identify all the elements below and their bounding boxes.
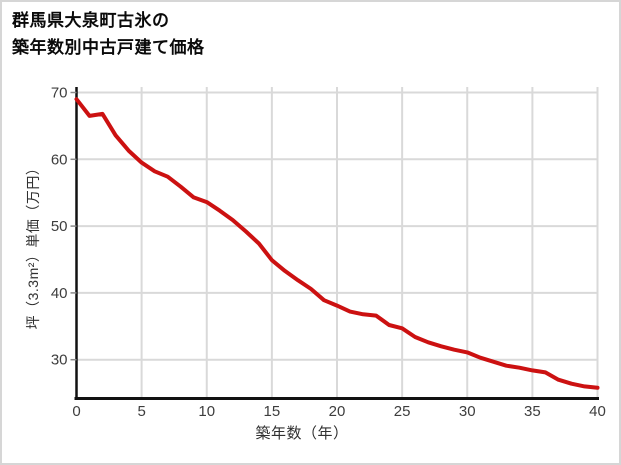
x-tick-label: 20	[329, 403, 346, 420]
x-tick-label: 10	[198, 403, 215, 420]
chart-title: 群馬県大泉町古氷の 築年数別中古戸建て価格	[12, 7, 205, 61]
x-tick-label: 30	[459, 403, 476, 420]
y-tick-label: 50	[51, 218, 68, 235]
price-line-series	[74, 97, 600, 390]
x-tick-label: 35	[524, 403, 541, 420]
chart-title-line2: 築年数別中古戸建て価格	[12, 38, 205, 57]
y-tick-label: 60	[51, 151, 68, 168]
y-tick-label: 70	[51, 85, 68, 102]
x-tick-label: 15	[264, 403, 281, 420]
y-tick-label: 30	[51, 352, 68, 369]
y-axis-title: 坪（3.3m²）単価（万円）	[25, 160, 41, 330]
chart-title-line1: 群馬県大泉町古氷の	[12, 11, 170, 30]
x-tick-label: 5	[137, 403, 145, 420]
x-tick-label: 0	[72, 403, 80, 420]
y-tick-label: 40	[51, 285, 68, 302]
x-axis-title: 築年数（年）	[255, 425, 349, 442]
x-tick-label: 40	[589, 403, 606, 420]
x-tick-label: 25	[394, 403, 411, 420]
